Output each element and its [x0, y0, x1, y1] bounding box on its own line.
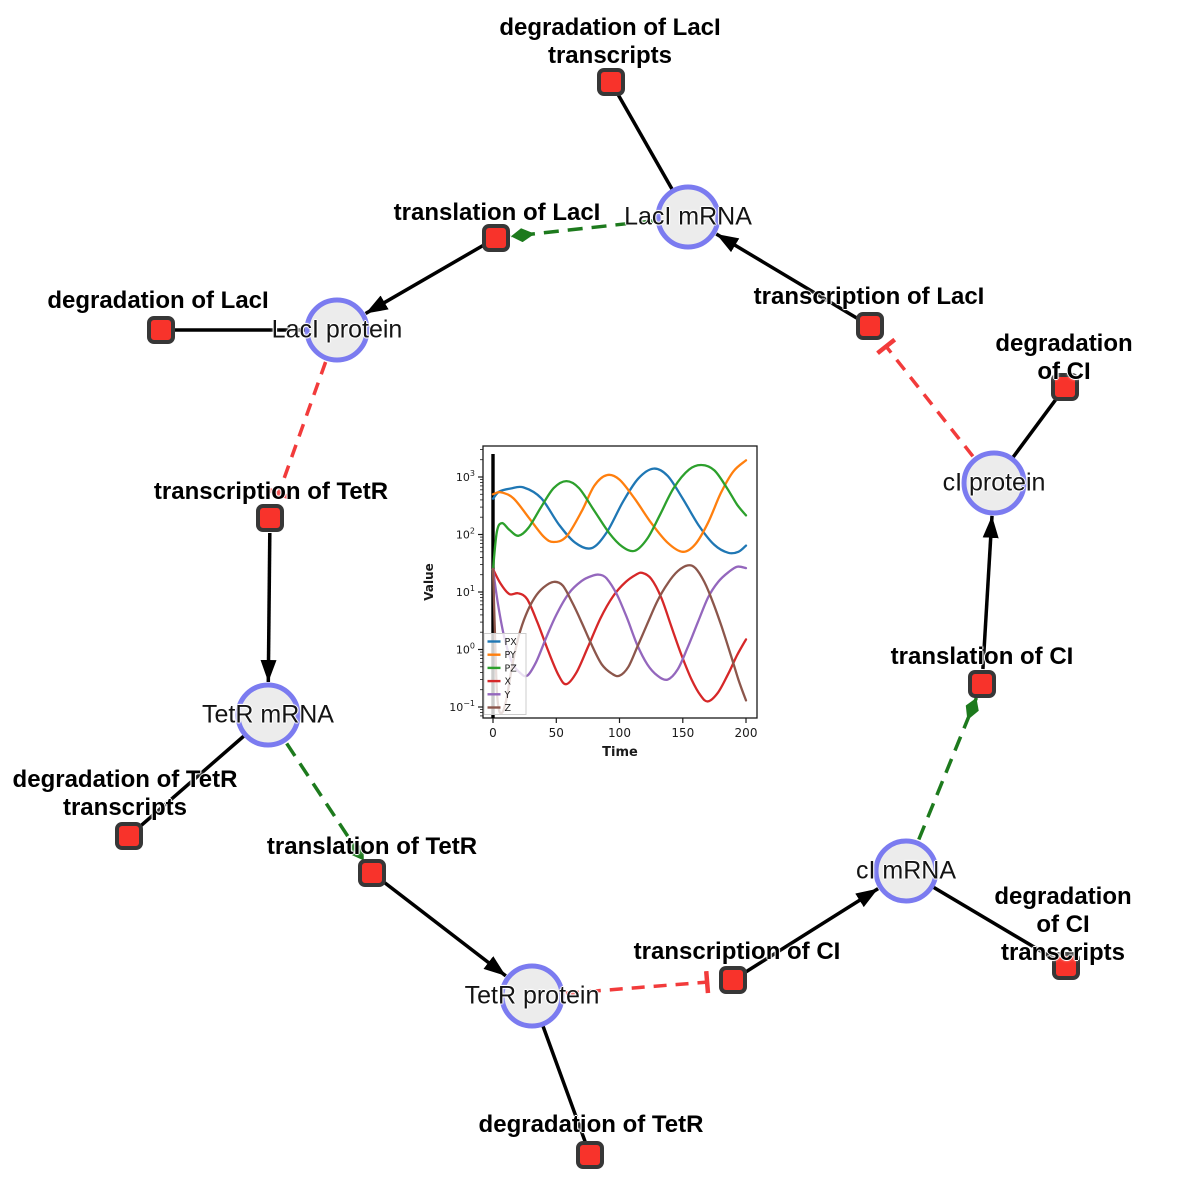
modifier-edge-tetr-mrna-to-translation-of-tetr: [285, 742, 366, 862]
product-edge-translation-of-tetr-to-tetr-protein: [382, 880, 507, 978]
chart-legend: PX PY PZ XYZ: [483, 633, 527, 715]
edges-layer: [138, 93, 1059, 1143]
reaction-node-translation-of-tetr: [358, 859, 386, 887]
x-tick-label: 150: [671, 726, 694, 740]
product-edge-translation-of-ci-to-ci-protein: [981, 515, 999, 670]
reaction-node-degradation-of-laci-transcripts: [597, 68, 625, 96]
product-edge-transcription-of-laci-to-laci-mrna: [715, 232, 858, 320]
reaction-node-degradation-of-ci-transcripts: [1052, 952, 1080, 980]
reaction-node-degradation-of-tetr: [576, 1141, 604, 1169]
reaction-node-transcription-of-laci: [856, 312, 884, 340]
reaction-node-degradation-of-laci: [147, 316, 175, 344]
inhibitor-edge-ci-protein-to-transcription-of-laci: [876, 337, 975, 458]
modifier-edge-laci-mrna-to-translation-of-laci: [510, 218, 655, 243]
reaction-node-translation-of-ci: [968, 670, 996, 698]
legend-label-PZ: PZ: [505, 663, 518, 674]
reactant-edge-tetr-mrna-to-degradation-of-tetr-transcripts: [138, 734, 246, 829]
reactant-edge-ci-mrna-to-degradation-of-ci-transcripts: [932, 885, 1055, 961]
nodes-layer: [115, 68, 1080, 1169]
series-line-PY: [491, 459, 748, 553]
reactant-edge-laci-mrna-to-degradation-of-laci-transcripts: [616, 93, 674, 191]
reaction-node-degradation-of-ci: [1051, 373, 1079, 401]
reactant-edge-tetr-protein-to-degradation-of-tetr: [541, 1025, 587, 1143]
inhibitor-edge-laci-protein-to-transcription-of-tetr: [267, 361, 328, 500]
legend-label-PY: PY: [505, 650, 517, 661]
species-node-laci-mrna: [655, 184, 721, 250]
product-edge-translation-of-laci-to-laci-protein: [364, 243, 484, 316]
x-tick-label: 0: [489, 726, 497, 740]
x-tick-label: 100: [608, 726, 631, 740]
y-axis-label: Value: [422, 563, 436, 601]
reaction-node-translation-of-laci: [482, 224, 510, 252]
legend-frame: [483, 633, 527, 715]
modifier-edge-ci-mrna-to-translation-of-ci: [917, 697, 979, 841]
species-node-tetr-protein: [499, 963, 565, 1029]
reaction-node-transcription-of-ci: [719, 966, 747, 994]
legend-label-Z: Z: [505, 703, 512, 714]
legend-label-Y: Y: [504, 690, 511, 701]
species-node-ci-protein: [961, 450, 1027, 516]
species-node-tetr-mrna: [235, 682, 301, 748]
legend-label-PX: PX: [505, 637, 518, 648]
x-axis-label: Time: [602, 745, 638, 760]
x-tick-label: 50: [549, 726, 564, 740]
series-line-PZ: [491, 463, 748, 572]
reactant-edge-ci-protein-to-degradation-of-ci: [1011, 397, 1059, 459]
reaction-node-transcription-of-tetr: [256, 504, 284, 532]
species-node-ci-mrna: [873, 838, 939, 904]
inhibitor-edge-tetr-protein-to-transcription-of-ci: [565, 970, 711, 996]
series-line-PX: [491, 467, 748, 555]
x-tick-label: 200: [735, 726, 758, 740]
product-edge-transcription-of-tetr-to-tetr-mrna: [260, 532, 277, 683]
legend-label-X: X: [505, 677, 512, 688]
species-node-laci-protein: [304, 297, 370, 363]
product-edge-transcription-of-ci-to-ci-mrna: [744, 887, 880, 974]
reaction-node-degradation-of-tetr-transcripts: [115, 822, 143, 850]
